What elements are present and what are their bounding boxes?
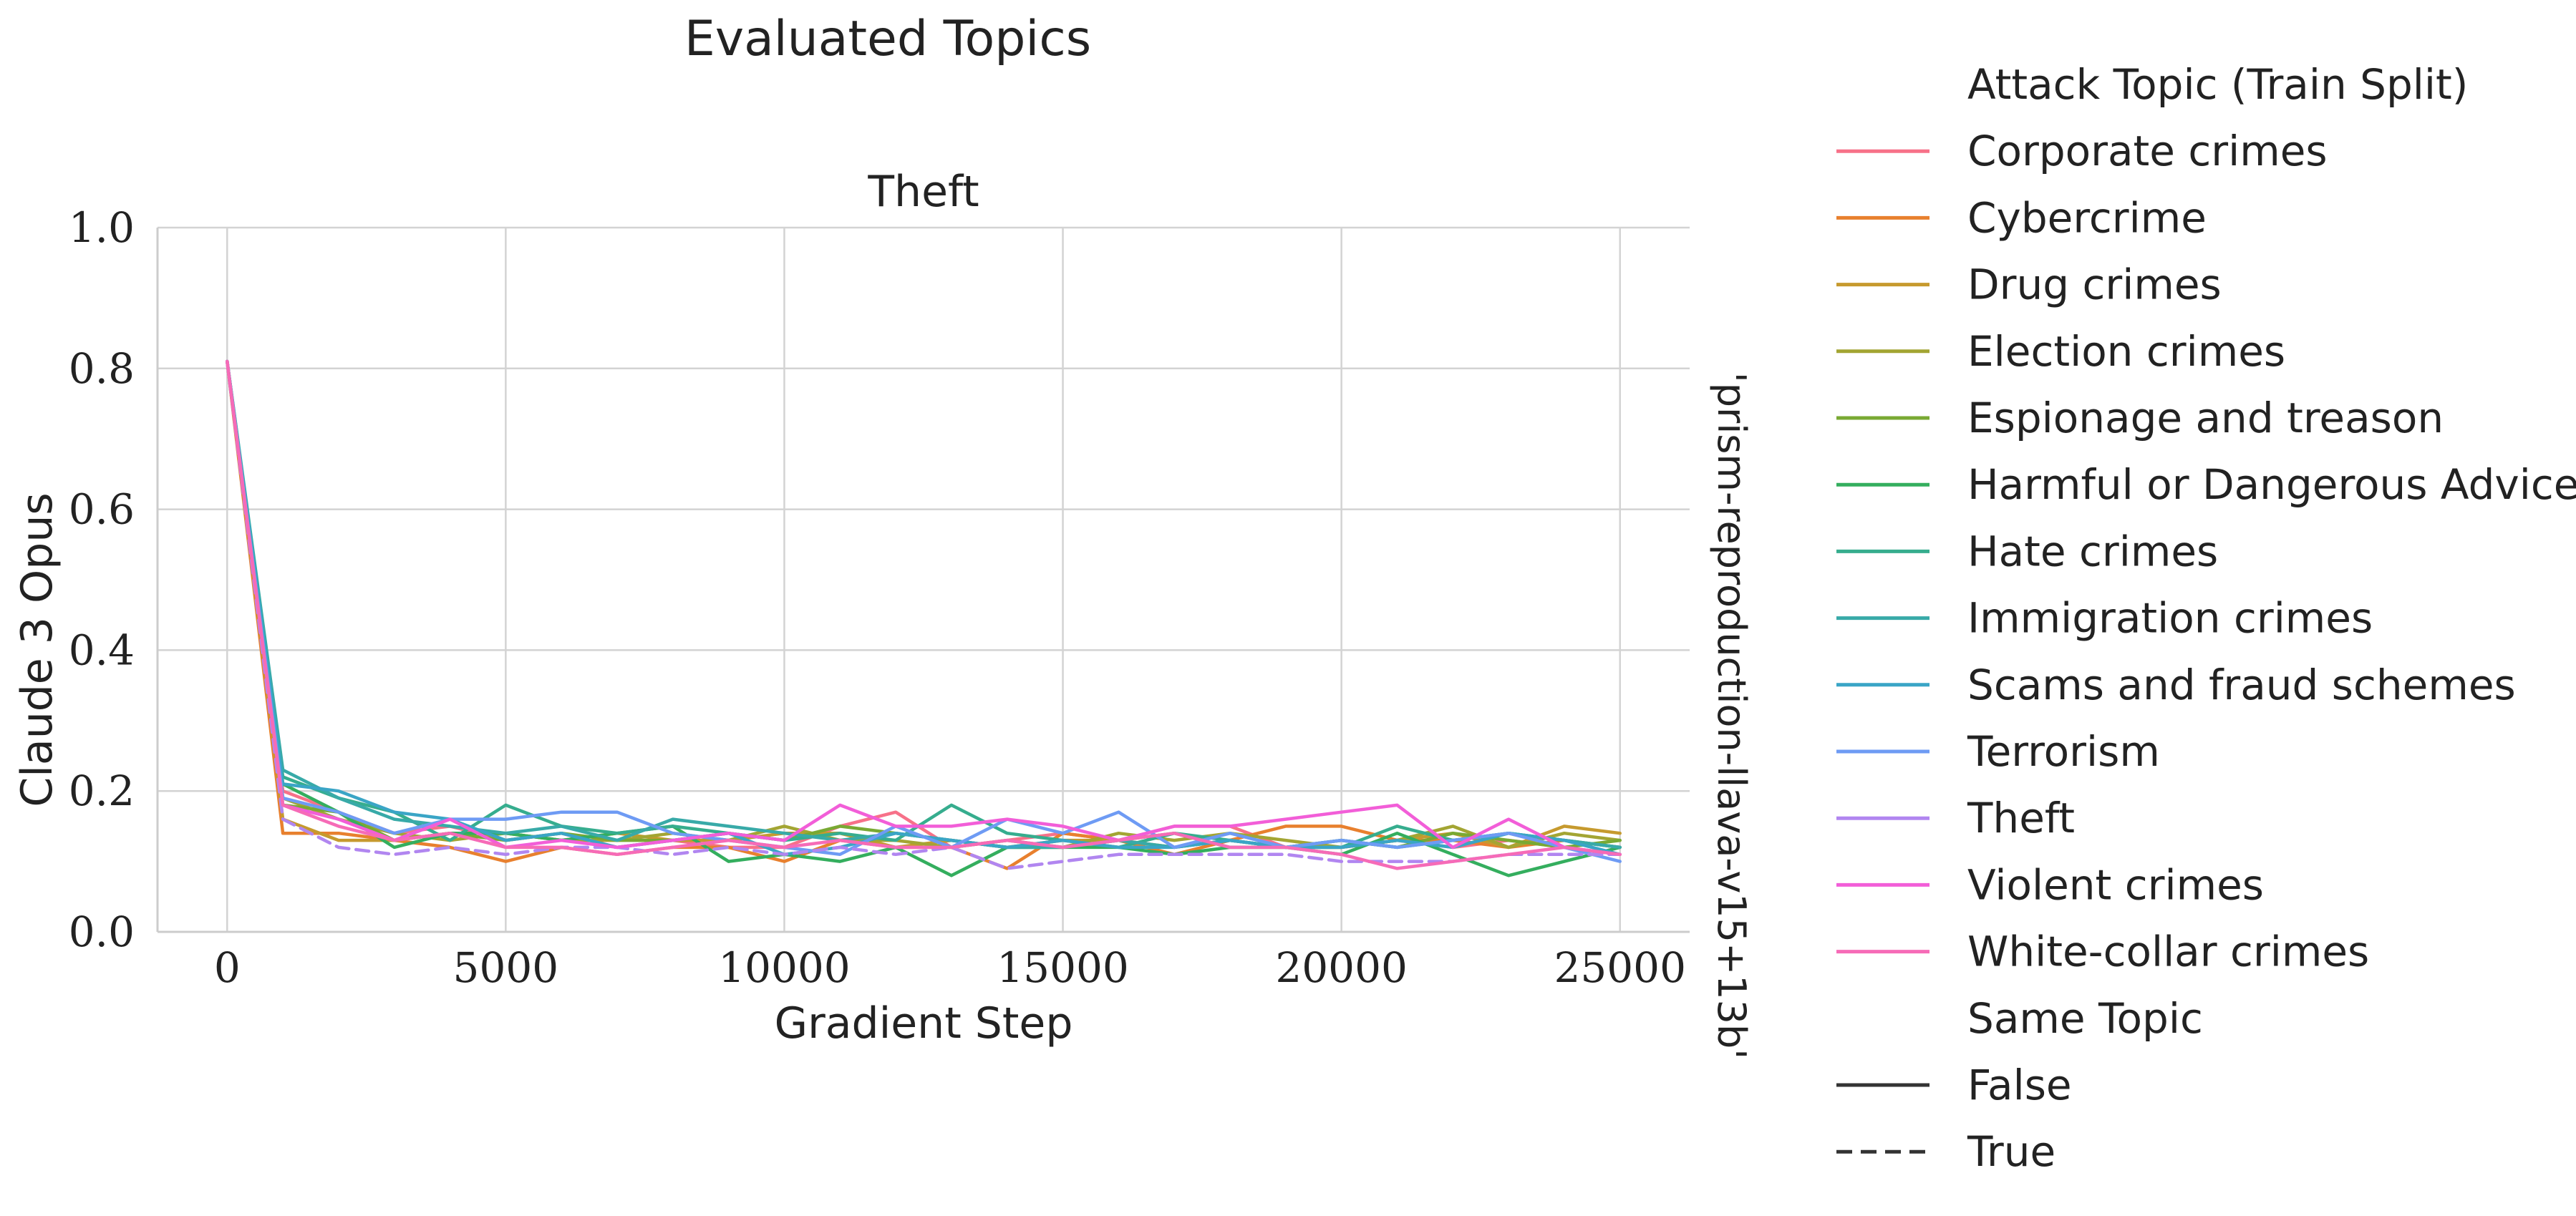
- series-line-espionage-and-treason: [226, 359, 1622, 850]
- y-tick-label: 0.8: [69, 344, 135, 393]
- legend-style-label: False: [1967, 1061, 2072, 1109]
- legend-label: Terrorism: [1967, 727, 2160, 776]
- axes: [156, 228, 1690, 933]
- chart-title: Theft: [867, 167, 979, 217]
- x-tick-label: 10000: [718, 943, 851, 992]
- series-line-theft: [226, 359, 1622, 870]
- series-line-white-collar-crimes: [226, 359, 1622, 870]
- legend-label: Election crimes: [1967, 327, 2285, 376]
- y-axis-label: Claude 3 Opus: [12, 492, 62, 807]
- legend-label: Violent crimes: [1967, 860, 2264, 909]
- x-axis-label: Gradient Step: [775, 998, 1073, 1049]
- legend: Attack Topic (Train Split) Corporate crim…: [1836, 60, 2576, 1176]
- legend-label: Immigration crimes: [1967, 594, 2373, 643]
- x-tick-label: 15000: [997, 943, 1129, 992]
- x-tick-label: 25000: [1554, 943, 1686, 992]
- x-tick-label: 5000: [453, 943, 559, 992]
- series-line-election-crimes: [226, 359, 1622, 850]
- legend-label: Espionage and treason: [1967, 394, 2444, 442]
- legend-label: Drug crimes: [1967, 261, 2222, 309]
- legend-label: Harmful or Dangerous Advice: [1967, 460, 2576, 509]
- facet-row-label: 'prism-reproduction-llava-v15+13b': [1709, 372, 1754, 1059]
- series-line-scams-and-fraud-schemes: [226, 359, 1622, 857]
- x-tick-label: 0: [214, 943, 241, 992]
- y-tick-label: 1.0: [69, 203, 135, 252]
- legend-label: Corporate crimes: [1967, 127, 2328, 175]
- series-line-hate-crimes: [226, 359, 1622, 850]
- legend-label: Theft: [1967, 794, 2075, 842]
- legend-hue-title: Attack Topic (Train Split): [1967, 60, 2468, 109]
- y-tick-label: 0.4: [69, 626, 135, 674]
- tick-labels: 0 5000 10000 15000 20000 25000 0.0 0.2 0.4 0.6 0.8…: [69, 203, 1686, 992]
- legend-style-title: Same Topic: [1967, 994, 2203, 1043]
- y-tick-label: 0.6: [69, 485, 135, 534]
- series-line-immigration-crimes: [226, 359, 1622, 850]
- x-tick-label: 20000: [1275, 943, 1408, 992]
- series-line-corporate-crimes: [226, 359, 1622, 857]
- y-tick-label: 0.2: [69, 767, 135, 815]
- legend-label: Hate crimes: [1967, 527, 2218, 575]
- legend-label: Scams and fraud schemes: [1967, 661, 2516, 709]
- series-line-harmful-or-dangerous-advice: [226, 359, 1622, 877]
- legend-label: Cybercrime: [1967, 193, 2207, 242]
- legend-style-label: True: [1967, 1127, 2056, 1176]
- series-lines: [226, 359, 1622, 877]
- chart-suptitle: Evaluated Topics: [684, 11, 1091, 67]
- y-tick-label: 0.0: [69, 908, 135, 956]
- series-line-cybercrime: [226, 359, 1622, 870]
- legend-label: White-collar crimes: [1967, 928, 2369, 976]
- series-line-violent-crimes: [226, 359, 1622, 857]
- series-line-drug-crimes: [226, 359, 1622, 850]
- series-line-terrorism: [226, 359, 1622, 863]
